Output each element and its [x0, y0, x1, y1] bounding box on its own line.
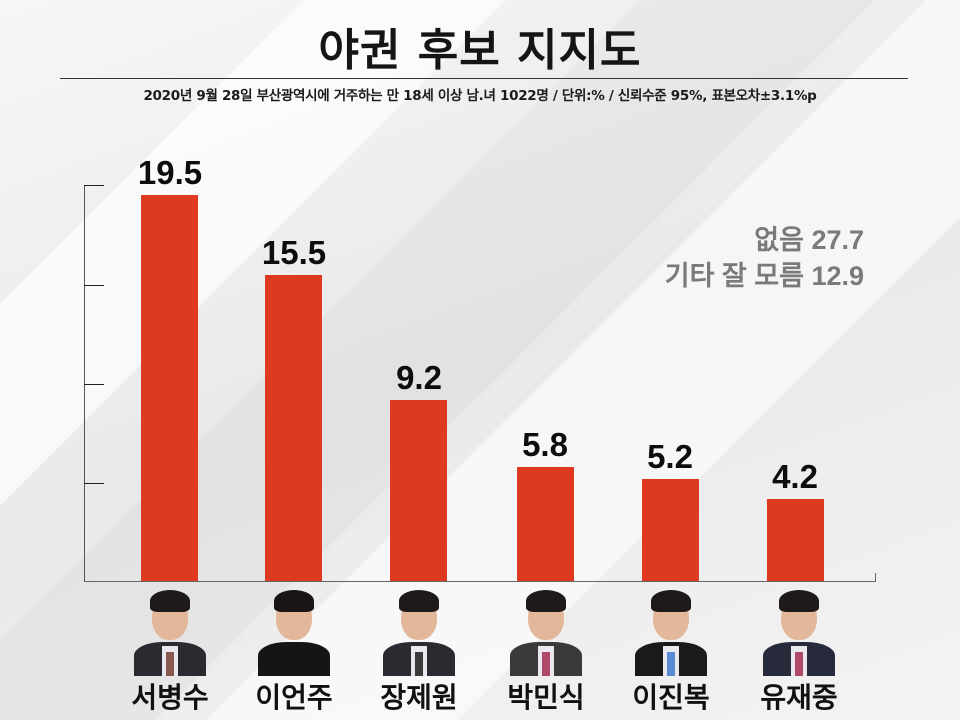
value-label: 5.2 — [647, 438, 693, 475]
bar-yoo-jae-jung — [767, 499, 824, 581]
value-label: 4.2 — [772, 458, 818, 495]
candidate-name: 이언주 — [255, 681, 333, 714]
x-axis-end-tick — [875, 573, 876, 582]
candidate-photo — [383, 590, 455, 676]
candidate-photo — [134, 590, 206, 676]
value-label: 9.2 — [396, 359, 442, 396]
y-axis — [84, 185, 85, 582]
candidate-name: 장제원 — [380, 681, 458, 714]
bar-lee-jin-bok — [642, 479, 699, 581]
note-other: 기타 잘 모름 12.9 — [664, 261, 864, 291]
y-axis-tick — [84, 285, 104, 286]
candidate-photo — [635, 590, 707, 676]
x-axis — [84, 581, 876, 582]
bar-park-min-sik — [517, 467, 574, 581]
y-axis-tick — [84, 384, 104, 385]
candidate-photo — [510, 590, 582, 676]
candidate-name: 박민식 — [507, 681, 585, 714]
candidate-name: 유재중 — [760, 681, 838, 714]
value-label: 15.5 — [261, 234, 327, 271]
title-divider — [60, 78, 908, 79]
chart-subtitle: 2020년 9월 28일 부산광역시에 거주하는 만 18세 이상 남.녀 10… — [143, 88, 817, 104]
y-axis-tick — [84, 185, 104, 186]
value-label: 5.8 — [522, 426, 568, 463]
candidate-photo — [763, 590, 835, 676]
bar-jang-je-won — [390, 400, 447, 581]
chart-title: 야권 후보 지지도 — [318, 25, 642, 76]
candidate-name: 서병수 — [131, 681, 209, 714]
y-axis-tick — [84, 483, 104, 484]
candidate-photo — [258, 590, 330, 676]
note-none: 없음 27.7 — [754, 225, 864, 255]
bar-seo-byeong-su — [141, 195, 198, 581]
candidate-name: 이진복 — [632, 681, 710, 714]
value-label: 19.5 — [137, 154, 203, 191]
bar-lee-eon-ju — [265, 275, 322, 581]
